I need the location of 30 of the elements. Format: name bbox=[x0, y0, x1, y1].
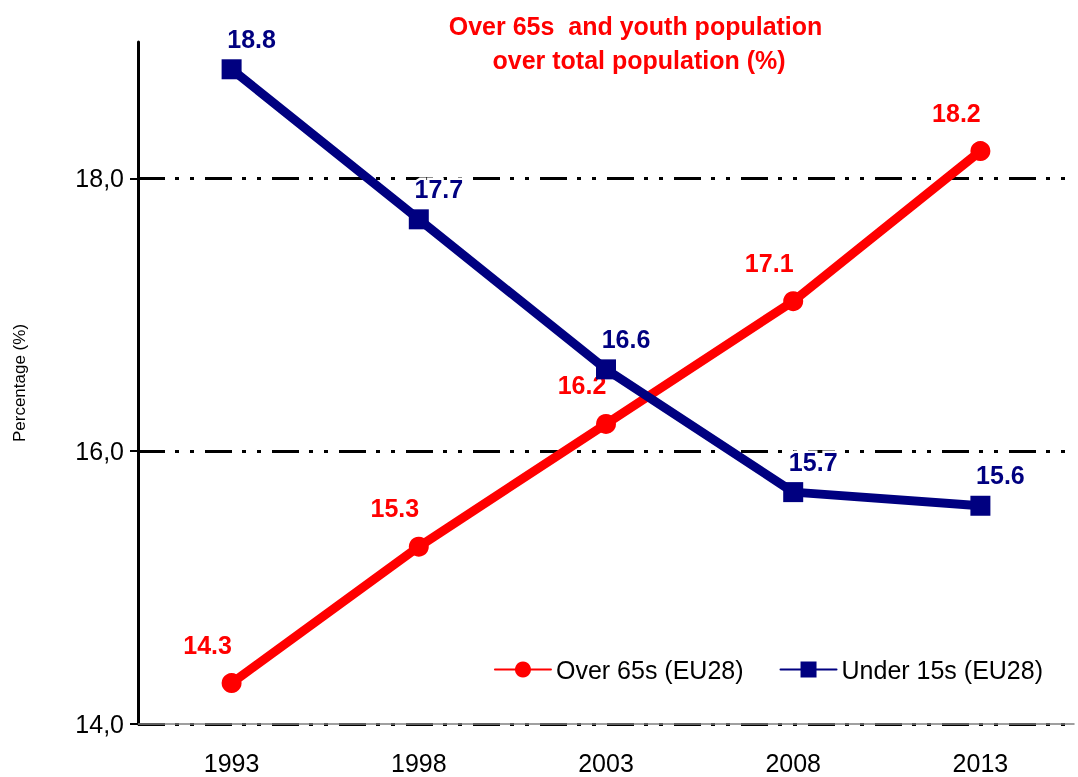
point bbox=[221, 59, 242, 80]
x-tick-label: 2013 bbox=[952, 748, 1009, 777]
y-axis-title: Percentage (%) bbox=[10, 323, 29, 443]
y-tick-label: 14,0 bbox=[75, 710, 124, 738]
y-tick-label: 16,0 bbox=[75, 437, 124, 466]
data-label: 15.3 bbox=[370, 494, 420, 523]
point bbox=[970, 495, 991, 516]
chart-title: Over 65s and youth population over total population (%) bbox=[448, 12, 830, 74]
point bbox=[783, 482, 804, 503]
data-label: 14.3 bbox=[183, 630, 232, 659]
data-label: 15.6 bbox=[976, 461, 1025, 490]
point bbox=[783, 291, 804, 312]
x-tick-label: 2003 bbox=[578, 748, 634, 777]
data-label: 18.2 bbox=[932, 98, 981, 127]
point bbox=[408, 536, 429, 557]
x-tick-label: 1998 bbox=[390, 748, 447, 777]
point bbox=[221, 673, 242, 694]
data-label: 17.1 bbox=[744, 248, 794, 277]
x-tick-label: 1993 bbox=[203, 748, 260, 777]
point bbox=[970, 141, 991, 162]
data-label: 18.8 bbox=[227, 24, 277, 53]
y-tick-label: 18,0 bbox=[75, 164, 124, 193]
data-label: 15.7 bbox=[788, 447, 838, 476]
legend-label: Over 65s (EU28) bbox=[555, 655, 744, 684]
legend-label: Under 15s (EU28) bbox=[841, 655, 1044, 684]
x-tick-label: 2008 bbox=[765, 748, 822, 777]
point bbox=[596, 413, 616, 434]
point bbox=[408, 209, 429, 230]
data-label: 17.7 bbox=[414, 174, 464, 203]
data-label: 16.6 bbox=[601, 324, 651, 353]
